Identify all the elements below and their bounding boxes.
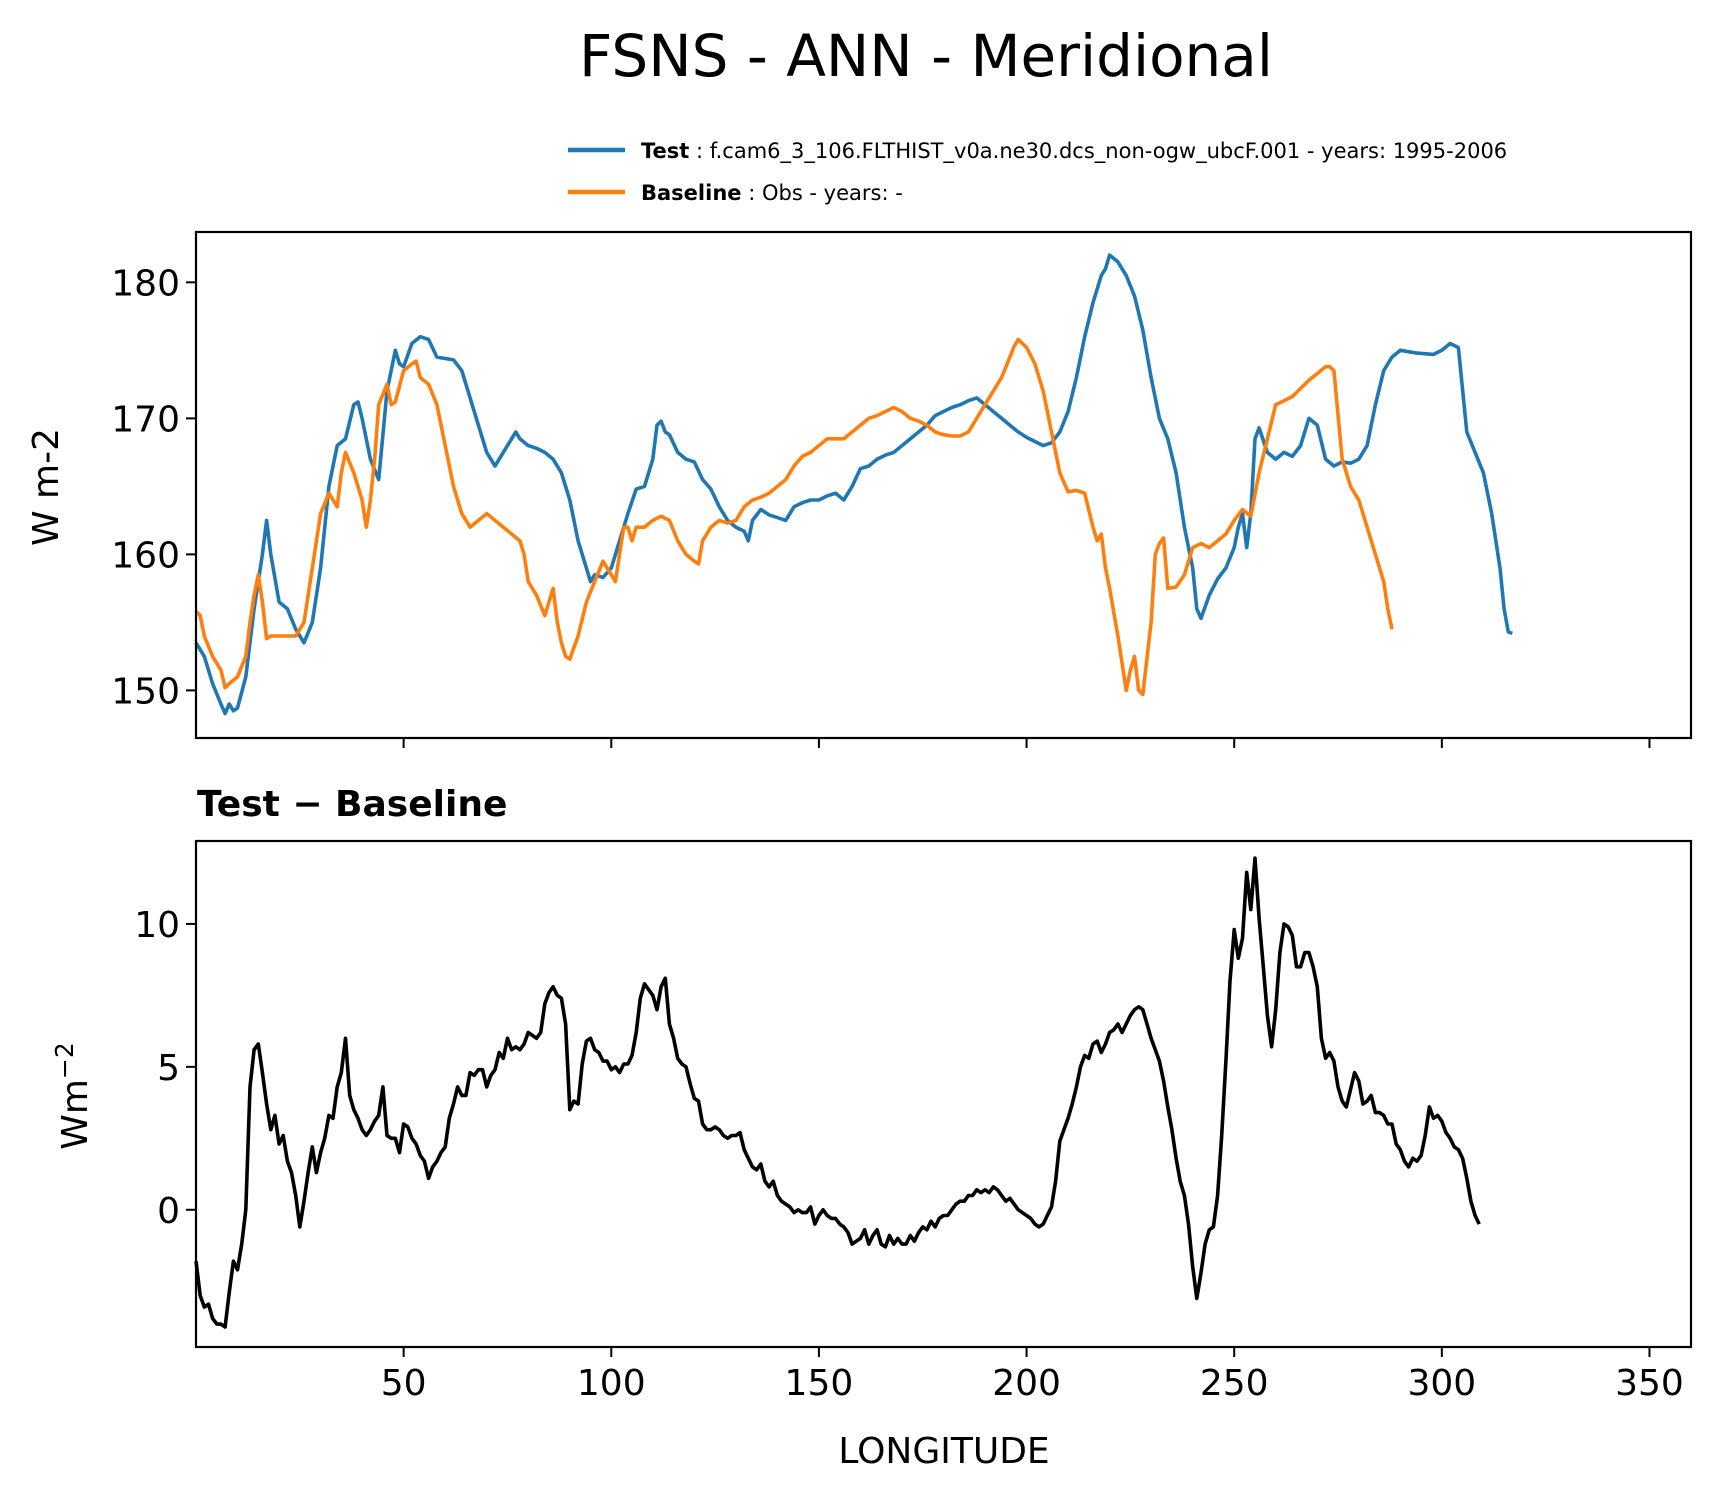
top-ytick-label-150: 150 <box>111 671 180 712</box>
legend-name-test: Test <box>641 139 689 163</box>
top-ytick-label-170: 170 <box>111 399 180 440</box>
bottom-xtick-label-250: 250 <box>1200 1363 1269 1404</box>
chart-title: FSNS - ANN - Meridional <box>579 22 1273 90</box>
svg-text:Test : f.cam6_3_106.FLTHIST_v0: Test : f.cam6_3_106.FLTHIST_v0a.ne30.dcs… <box>641 139 1507 164</box>
top-series-baseline <box>194 337 1394 697</box>
top-ylabel: W m-2 <box>26 428 67 546</box>
bottom-ytick-label-0: 0 <box>157 1191 180 1232</box>
legend-name-baseline: Baseline <box>641 181 742 205</box>
legend-label-baseline: Obs - years: - <box>762 181 903 205</box>
bottom-ytick-label-10: 10 <box>134 905 180 946</box>
bottom-xtick-label-150: 150 <box>785 1363 854 1404</box>
legend-label-test: f.cam6_3_106.FLTHIST_v0a.ne30.dcs_non-og… <box>710 139 1507 164</box>
bottom-series-test-baseline <box>194 856 1481 1329</box>
bottom-xtick-label-200: 200 <box>992 1363 1061 1404</box>
bottom-xtick-label-50: 50 <box>381 1363 427 1404</box>
x-axis-label: LONGITUDE <box>838 1431 1049 1472</box>
svg-text:Baseline : Obs - years: -: Baseline : Obs - years: - <box>641 181 903 205</box>
top-series-test <box>194 253 1513 716</box>
top-panel: W m-2 150 160 170 180 <box>26 230 1693 748</box>
bottom-xtick-label-100: 100 <box>577 1363 646 1404</box>
bottom-xtick-label-300: 300 <box>1407 1363 1476 1404</box>
bottom-xtick-label-350: 350 <box>1615 1363 1684 1404</box>
top-ytick-label-180: 180 <box>111 263 180 304</box>
diff-subtitle: Test − Baseline <box>197 784 507 825</box>
bottom-ytick-label-5: 5 <box>157 1048 180 1089</box>
top-ytick-label-160: 160 <box>111 535 180 576</box>
bottom-plot-frame <box>194 839 1693 1349</box>
legend: Test : f.cam6_3_106.FLTHIST_v0a.ne30.dcs… <box>568 139 1507 205</box>
top-plot-frame <box>194 230 1693 740</box>
bottom-panel: Test − Baseline Wm−2 50 100 150 200 250 300 35… <box>50 784 1693 1472</box>
